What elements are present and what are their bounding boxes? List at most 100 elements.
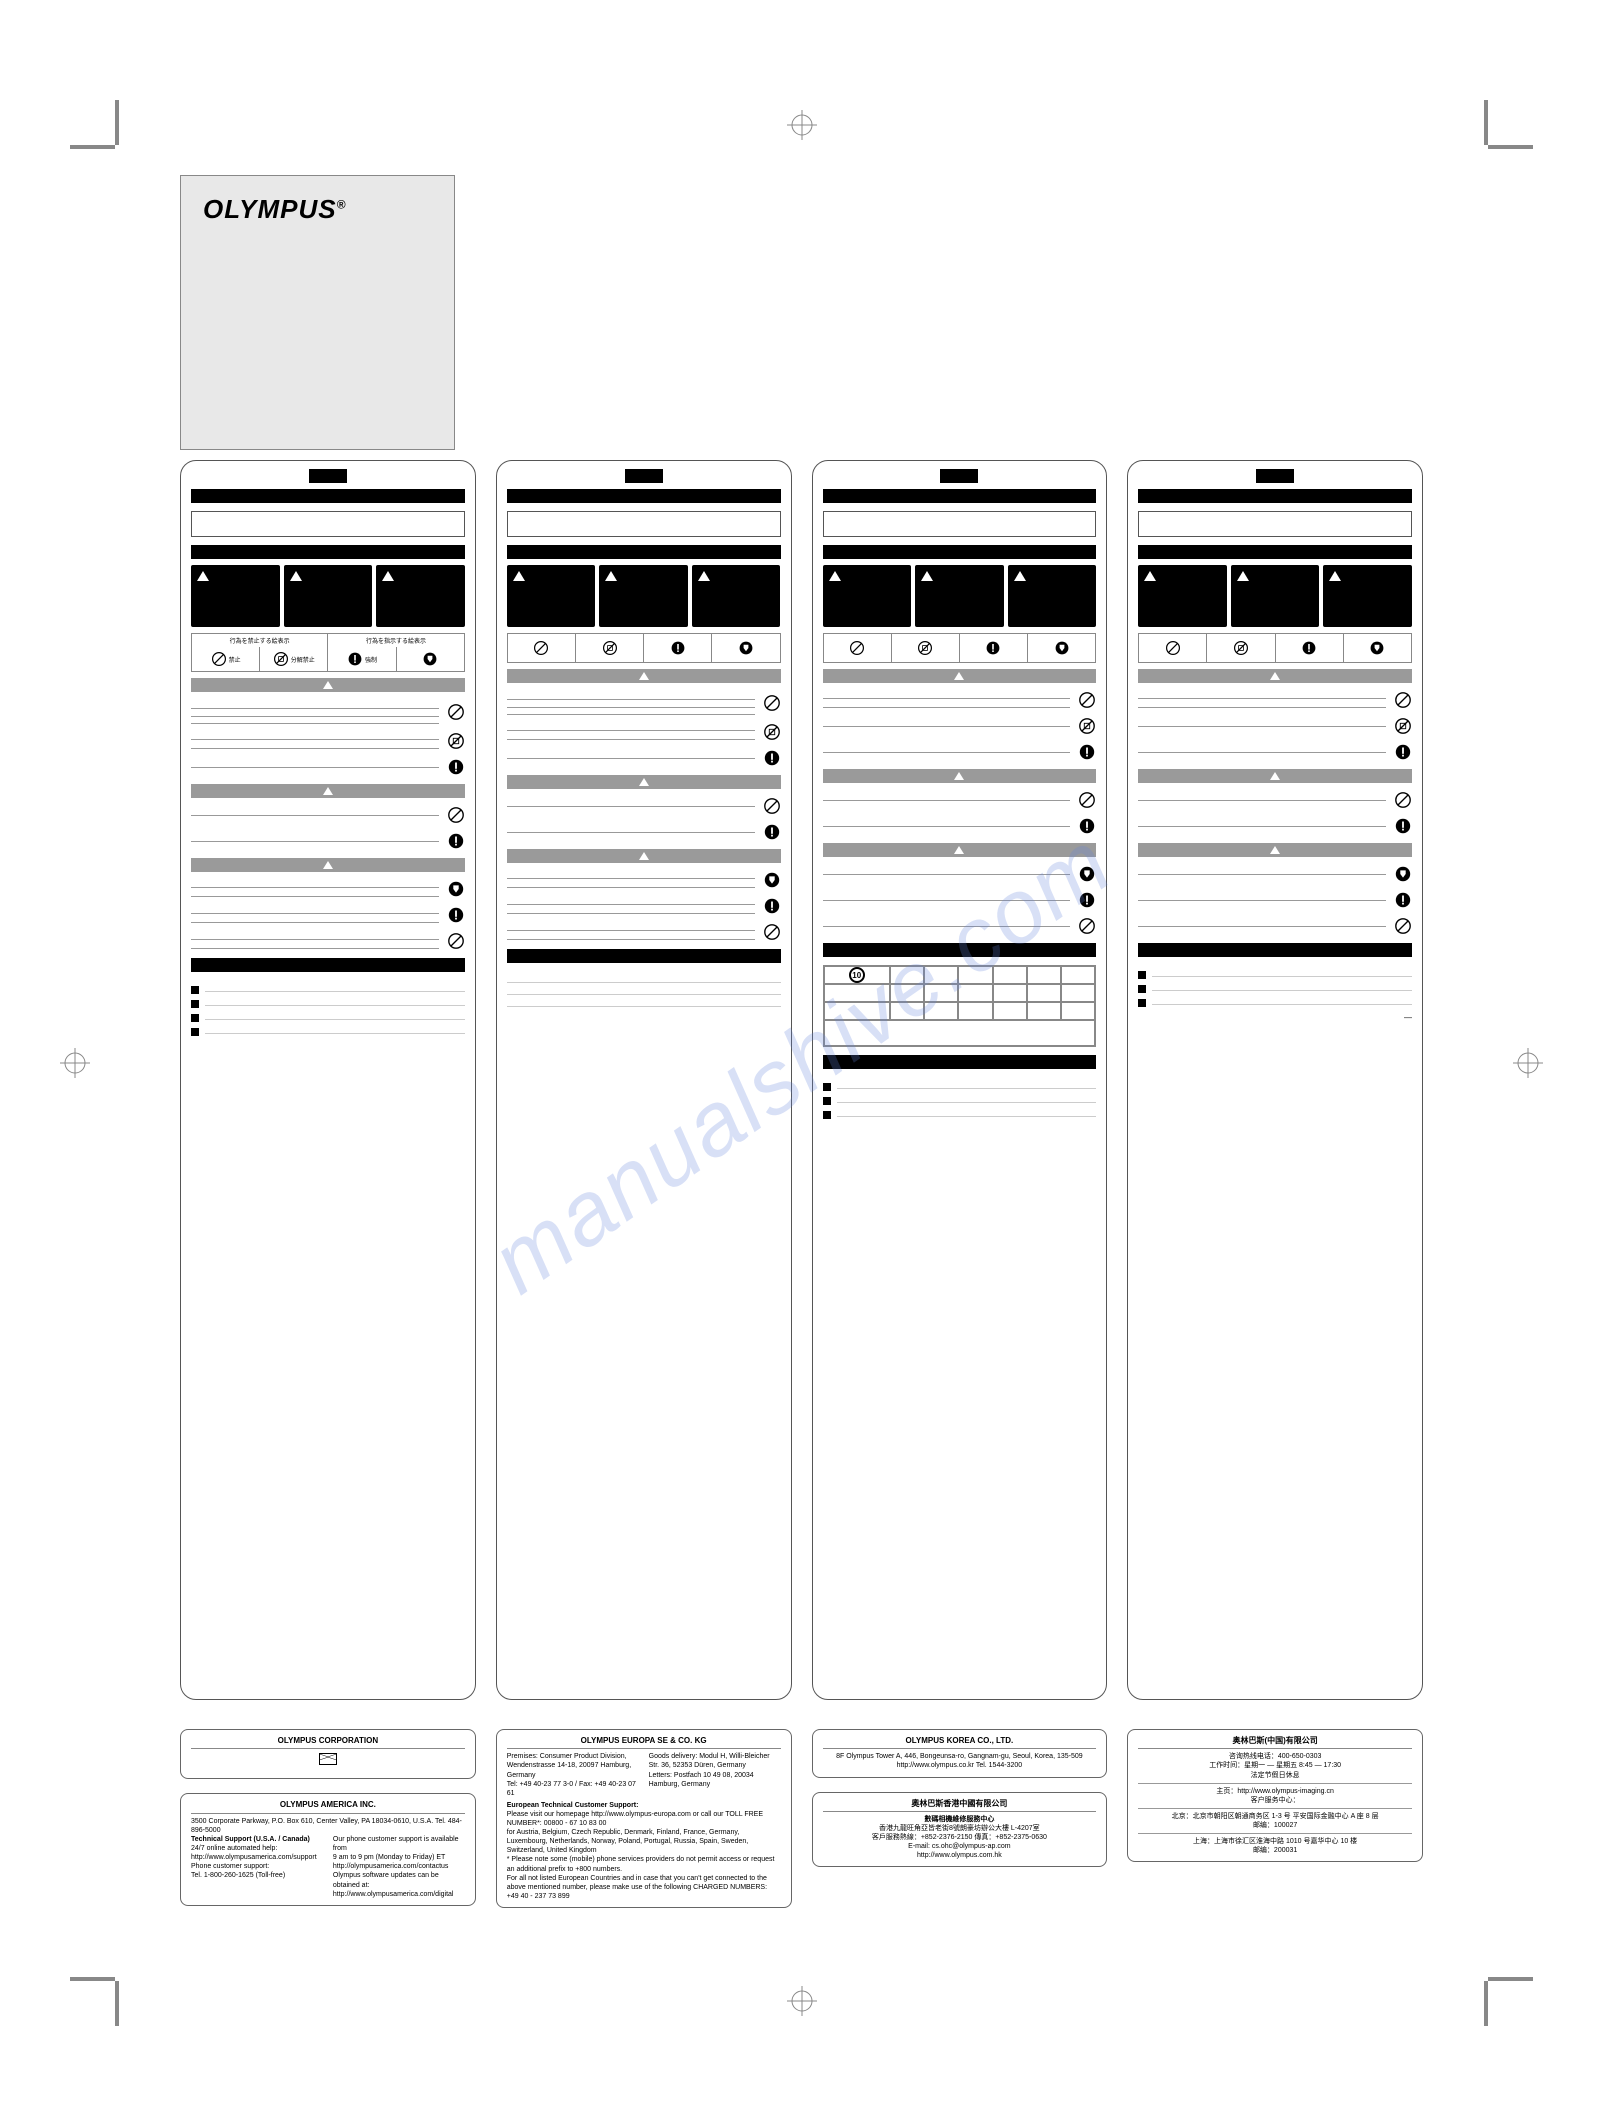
icon-legend-table: 行為を禁止する絵表示 行為を指示する絵表示 禁止 分解禁止 強制 <box>191 633 465 672</box>
icon-header-prohibit: 行為を禁止する絵表示 <box>192 634 328 647</box>
instruction-row <box>1138 865 1412 883</box>
unplug-icon <box>763 871 781 889</box>
unplug-icon <box>1394 865 1412 883</box>
warning-heading-bar <box>191 784 465 798</box>
icon-legend-table <box>823 633 1097 663</box>
footer-line: 9 am to 9 pm (Monday to Friday) ET <box>333 1853 465 1862</box>
footer-line: 邮编：200031 <box>1138 1846 1412 1855</box>
warning-heading-bar <box>507 775 781 789</box>
footer-col-4: 奥林巴斯(中国)有限公司 咨询热线电话：400-650-0303 工作时间：星期… <box>1127 1715 1423 1908</box>
title-box <box>1138 511 1412 537</box>
warning-heading-bar <box>823 769 1097 783</box>
footer-olympus-china: 奥林巴斯(中国)有限公司 咨询热线电话：400-650-0303 工作时间：星期… <box>1127 1729 1423 1862</box>
prohibit-icon <box>447 703 465 721</box>
unplug-icon <box>1054 640 1070 656</box>
crop-mark-tr <box>1473 100 1533 160</box>
mandatory-icon <box>1394 891 1412 909</box>
footer-line: 8F Olympus Tower A, 446, Bongeunsa-ro, G… <box>823 1752 1097 1761</box>
page: manualshive.com OLYMPUS® <box>0 0 1603 2126</box>
instruction-row <box>1138 791 1412 809</box>
column-jp: 行為を禁止する絵表示 行為を指示する絵表示 禁止 分解禁止 強制 <box>180 460 476 1700</box>
mandatory-icon <box>1394 743 1412 761</box>
footer-line: 24/7 online automated help: <box>191 1844 323 1853</box>
instruction-row <box>507 871 781 889</box>
legend-cell <box>1028 634 1095 662</box>
footer-line: 香港九龍旺角亞皆老街8號朗豪坊辦公大樓 L-4207室 <box>823 1824 1097 1833</box>
no-disassemble-icon <box>447 732 465 750</box>
section-bar <box>823 943 1097 957</box>
footer-line: 客户服务中心： <box>1138 1796 1412 1805</box>
instruction-row <box>1138 891 1412 909</box>
prohibit-icon <box>1078 917 1096 935</box>
mandatory-icon <box>670 640 686 656</box>
footer-line: Tel: +49 40-23 77 3-0 / Fax: +49 40-23 0… <box>507 1780 639 1798</box>
no-disassemble-icon <box>273 651 289 667</box>
caution-box <box>692 565 781 627</box>
footer-line: Premises: Consumer Product Division, Wen… <box>507 1752 639 1779</box>
warning-box <box>1231 565 1320 627</box>
unplug-icon <box>447 880 465 898</box>
footer-line: 數碼相機維修服務中心 <box>823 1815 1097 1824</box>
prohibit-icon <box>447 932 465 950</box>
title-box <box>823 511 1097 537</box>
instruction-row <box>1138 717 1412 735</box>
unplug-icon <box>422 651 438 667</box>
warning-box <box>599 565 688 627</box>
no-disassemble-icon <box>1394 717 1412 735</box>
icon-header-mandatory: 行為を指示する絵表示 <box>328 634 463 647</box>
legend-cell: 分解禁止 <box>260 647 328 671</box>
footer-title: OLYMPUS CORPORATION <box>191 1736 465 1749</box>
footer-line: 上海：上海市徐汇区淮海中路 1010 号嘉华中心 10 楼 <box>1138 1837 1412 1846</box>
legend-cell <box>824 634 892 662</box>
lang-tab <box>625 469 663 483</box>
instruction-row <box>191 880 465 898</box>
prohibit-icon <box>1078 691 1096 709</box>
footers-row: OLYMPUS CORPORATION OLYMPUS AMERICA INC.… <box>180 1715 1423 1908</box>
date-code: — <box>1138 1013 1412 1022</box>
no-disassemble-icon <box>602 640 618 656</box>
warning-boxes <box>1138 565 1412 627</box>
footer-olympus-america: OLYMPUS AMERICA INC. 3500 Corporate Park… <box>180 1793 476 1905</box>
instruction-row <box>1138 917 1412 935</box>
footer-title: 奥林巴斯(中国)有限公司 <box>1138 1736 1412 1749</box>
prohibit-icon <box>211 651 227 667</box>
instruction-row <box>191 758 465 776</box>
legend-cell: 禁止 <box>192 647 260 671</box>
footer-line: http://olympusamerica.com/contactus <box>333 1862 465 1871</box>
footer-olympus-korea: OLYMPUS KOREA CO., LTD. 8F Olympus Tower… <box>812 1729 1108 1778</box>
mandatory-icon <box>347 651 363 667</box>
footer-line: 邮编：100027 <box>1138 1821 1412 1830</box>
section-bar <box>1138 943 1412 957</box>
mandatory-icon <box>1078 891 1096 909</box>
caution-box <box>1008 565 1097 627</box>
unplug-icon <box>1369 640 1385 656</box>
icon-legend-table <box>507 633 781 663</box>
danger-box <box>823 565 912 627</box>
prohibit-icon <box>447 806 465 824</box>
mandatory-icon <box>763 897 781 915</box>
footer-line: http://www.olympus.co.kr Tel. 1544-3200 <box>823 1761 1097 1770</box>
footer-title: OLYMPUS AMERICA INC. <box>191 1800 465 1813</box>
no-disassemble-icon <box>917 640 933 656</box>
footer-line: 咨询热线电话：400-650-0303 <box>1138 1752 1412 1761</box>
icon-legend-table <box>1138 633 1412 663</box>
warning-heading-bar <box>1138 769 1412 783</box>
footer-line: 主页：http://www.olympus-imaging.cn <box>1138 1787 1412 1796</box>
instruction-row <box>191 906 465 924</box>
title-box <box>507 511 781 537</box>
warning-box <box>915 565 1004 627</box>
legend-cell <box>1139 634 1207 662</box>
instruction-row <box>823 691 1097 709</box>
footer-line: For all not listed European Countries an… <box>507 1874 781 1901</box>
unplug-icon <box>738 640 754 656</box>
instruction-row <box>823 743 1097 761</box>
legend-cell <box>508 634 576 662</box>
instruction-row <box>507 691 781 715</box>
crop-mark-br <box>1473 1966 1533 2026</box>
no-disassemble-icon <box>1078 717 1096 735</box>
danger-heading-bar <box>507 669 781 683</box>
footer-line: http://www.olympusamerica.com/support <box>191 1853 323 1862</box>
warning-box <box>284 565 373 627</box>
notes-list: — <box>1138 969 1412 1022</box>
content-area: OLYMPUS® 行為を禁止する絵表示 行為を指示する絵表示 <box>180 175 1423 1951</box>
